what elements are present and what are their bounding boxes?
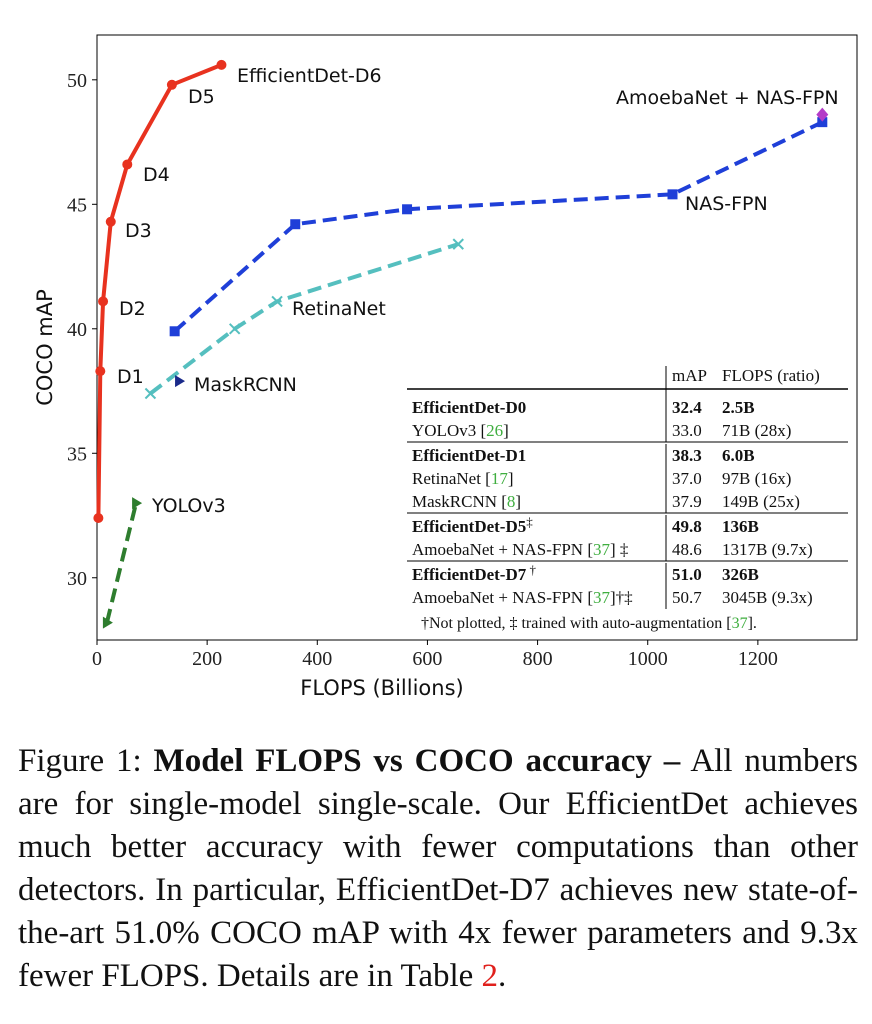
table-model-cell: EfficientDet-D7 †	[412, 562, 537, 584]
x-tick-label: 400	[302, 648, 332, 670]
annotation-label: NAS-FPN	[685, 193, 768, 215]
annotation-label: EfficientDet-D6	[237, 65, 382, 87]
table-map-cell: 33.0	[672, 421, 702, 440]
table-map-cell: 37.0	[672, 469, 702, 488]
data-point-nas-fpn	[169, 326, 180, 337]
annotation-label: D1	[117, 366, 144, 388]
table-flops-cell: 6.0B	[722, 446, 755, 465]
series-line-retinanet	[149, 242, 459, 396]
annotation-label: D5	[188, 86, 215, 108]
data-point-nas-fpn	[667, 189, 678, 200]
data-point-efficientdet	[122, 159, 133, 170]
annotation-label: RetinaNet	[292, 298, 386, 320]
y-tick-label: 45	[67, 194, 87, 216]
table-map-cell: 37.9	[672, 492, 702, 511]
table-header-flops: FLOPS (ratio)	[722, 366, 820, 385]
data-point-amoebanet-nas-fpn	[816, 107, 829, 122]
results-table: mAP FLOPS (ratio) EfficientDet-D0 32.4 2.5B Y…	[407, 366, 848, 632]
table-flops-cell: 3045B (9.3x)	[722, 588, 813, 607]
table-model-cell: YOLOv3 [26]	[412, 421, 509, 440]
data-point-retinanet-cross	[452, 238, 464, 250]
table-footnote: †Not plotted, ‡ trained with auto-augmen…	[421, 615, 757, 632]
table-flops-cell: 136B	[722, 517, 759, 536]
table-header-map: mAP	[672, 366, 707, 385]
x-tick-label: 200	[192, 648, 222, 670]
series-amoebanet-nas-fpn	[816, 107, 829, 122]
data-point-efficientdet	[216, 59, 227, 70]
x-tick-label: 0	[92, 648, 102, 670]
annotation-label: YOLOv3	[151, 495, 226, 517]
annotation-label: D4	[143, 164, 170, 186]
data-point-efficientdet	[105, 216, 116, 227]
series-efficientdet	[93, 59, 227, 524]
data-point-retinanet-cross	[144, 387, 157, 400]
annotation-label: AmoebaNet + NAS-FPN	[616, 87, 839, 109]
data-point-yolov3	[102, 616, 113, 629]
y-axis-label: COCO mAP	[33, 289, 57, 406]
annotation-label: MaskRCNN	[194, 374, 297, 396]
y-tick-label: 35	[67, 443, 87, 465]
table-flops-cell: 149B (25x)	[722, 492, 800, 511]
data-point-nas-fpn	[290, 219, 301, 230]
x-tick-label: 1000	[628, 648, 668, 670]
plot-frame	[96, 34, 858, 641]
caption-title: Model FLOPS vs COCO accuracy –	[153, 743, 681, 779]
data-point-efficientdet	[98, 296, 109, 307]
table-map-cell: 32.4	[672, 398, 702, 417]
figure-chart: 0 200 400 600 800 1000 1200 30 35 40 45 50 FLOPS (Bi…	[33, 34, 858, 700]
series-line-nas-fpn	[173, 120, 824, 333]
data-point-retinanet-cross	[228, 323, 241, 335]
series-maskrcnn	[175, 375, 186, 388]
data-point-maskrcnn	[175, 375, 186, 388]
table-flops-cell: 71B (28x)	[722, 421, 791, 440]
figure-caption: Figure 1: Model FLOPS vs COCO accuracy –…	[18, 740, 858, 998]
series-retinanet	[144, 238, 464, 400]
table-model-cell: AmoebaNet + NAS-FPN [37]†‡	[412, 588, 633, 607]
x-tick-label: 600	[412, 648, 442, 670]
series-yolov3	[102, 497, 143, 629]
table-flops-cell: 97B (16x)	[722, 469, 791, 488]
table-map-cell: 38.3	[672, 446, 702, 465]
table-model-cell: EfficientDet-D0	[412, 398, 526, 417]
x-tick-label: 800	[523, 648, 553, 670]
data-point-efficientdet	[166, 79, 177, 90]
data-point-nas-fpn	[817, 117, 828, 128]
data-point-efficientdet	[93, 513, 104, 524]
series-nas-fpn	[169, 117, 828, 337]
plot-area: 0 200 400 600 800 1000 1200 30 35 40 45 50 FLOPS (Bi…	[33, 34, 858, 700]
table-flops-cell: 326B	[722, 565, 759, 584]
table-map-cell: 48.6	[672, 540, 702, 559]
caption-table-ref[interactable]: 2	[481, 958, 499, 994]
series-line-yolov3	[104, 502, 139, 624]
y-tick-label: 30	[67, 568, 87, 590]
data-point-yolov3	[132, 497, 143, 510]
caption-text: All numbers are for single-model single-…	[18, 743, 859, 994]
table-flops-cell: 1317B (9.7x)	[722, 540, 813, 559]
y-tick-label: 50	[67, 70, 87, 92]
table-flops-cell: 2.5B	[722, 398, 755, 417]
table-model-cell: AmoebaNet + NAS-FPN [37] ‡	[412, 540, 628, 559]
data-point-nas-fpn	[402, 204, 413, 215]
caption-label: Figure 1:	[18, 743, 154, 779]
table-model-cell: RetinaNet [17]	[412, 469, 514, 488]
table-map-cell: 50.7	[672, 588, 702, 607]
annotation-label: D3	[125, 220, 152, 242]
x-axis-label: FLOPS (Billions)	[300, 676, 463, 700]
table-model-cell: EfficientDet-D1	[412, 446, 526, 465]
series-line-efficientdet	[96, 63, 223, 519]
x-tick-label: 1200	[738, 648, 778, 670]
y-tick-label: 40	[67, 319, 87, 341]
table-model-cell: MaskRCNN [8]	[412, 492, 521, 511]
data-point-retinanet-cross	[271, 295, 283, 308]
caption-end: .	[498, 958, 507, 994]
data-point-efficientdet	[95, 366, 106, 377]
table-map-cell: 51.0	[672, 565, 702, 584]
annotation-label: D2	[119, 298, 146, 320]
table-model-cell: EfficientDet-D5‡	[412, 514, 533, 536]
table-map-cell: 49.8	[672, 517, 702, 536]
